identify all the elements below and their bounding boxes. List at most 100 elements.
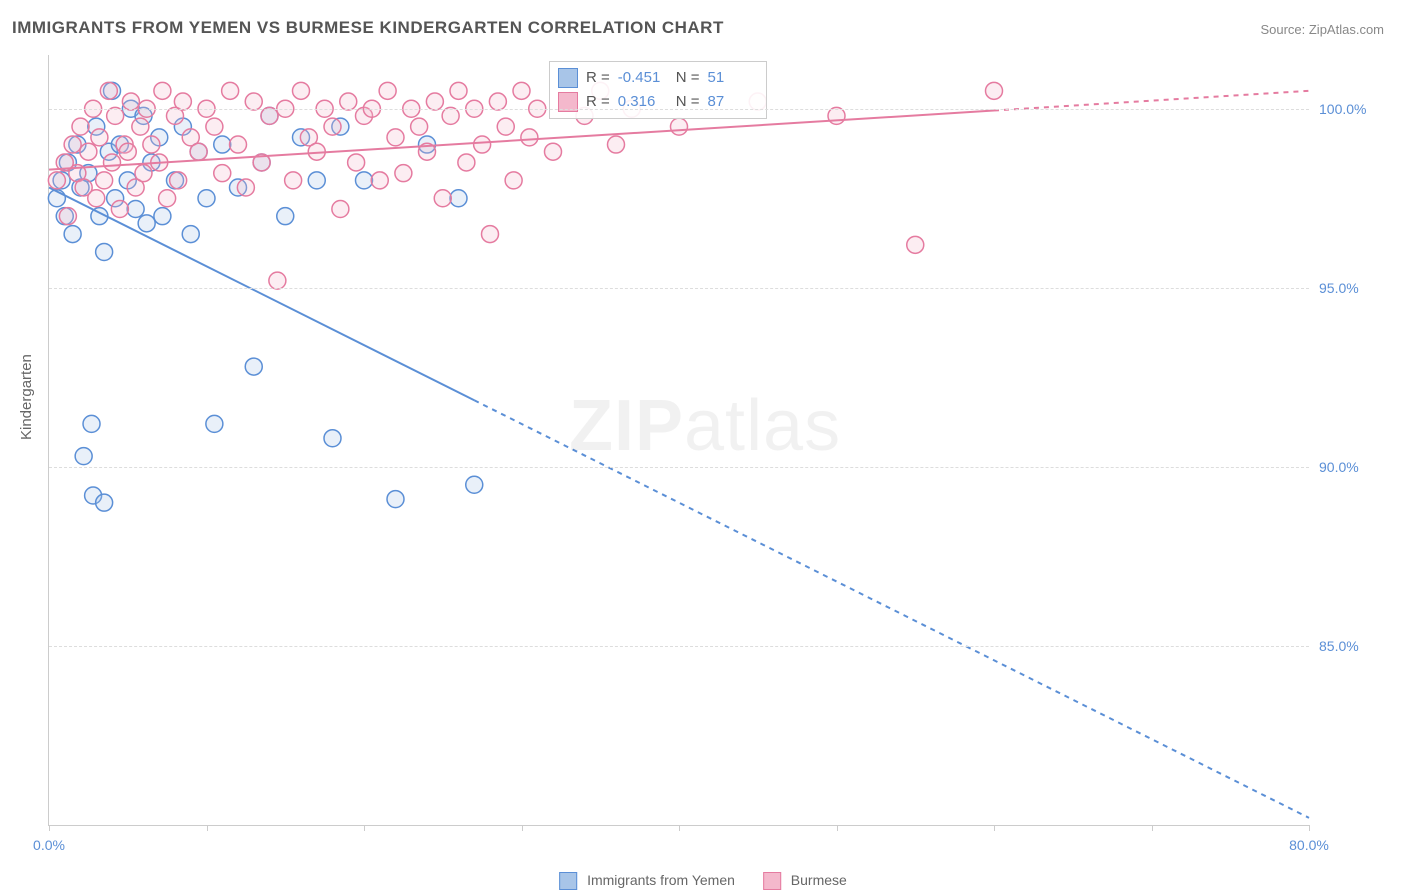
y-tick-label: 90.0% bbox=[1319, 459, 1389, 475]
legend-label-burmese: Burmese bbox=[791, 872, 847, 888]
regression-line-dashed bbox=[994, 91, 1309, 111]
data-point bbox=[107, 107, 124, 124]
data-point bbox=[450, 190, 467, 207]
data-point bbox=[83, 415, 100, 432]
gridline bbox=[49, 467, 1309, 468]
data-point bbox=[379, 82, 396, 99]
x-tick-mark bbox=[522, 825, 523, 831]
x-tick-label: 0.0% bbox=[33, 837, 65, 853]
data-point bbox=[442, 107, 459, 124]
data-point bbox=[154, 82, 171, 99]
x-tick-mark bbox=[837, 825, 838, 831]
data-point bbox=[261, 107, 278, 124]
y-tick-label: 95.0% bbox=[1319, 280, 1389, 296]
data-point bbox=[277, 208, 294, 225]
data-point bbox=[182, 226, 199, 243]
data-point bbox=[505, 172, 522, 189]
data-point bbox=[340, 93, 357, 110]
data-point bbox=[489, 93, 506, 110]
data-point bbox=[91, 129, 108, 146]
x-tick-mark bbox=[49, 825, 50, 831]
data-point bbox=[285, 172, 302, 189]
data-point bbox=[324, 430, 341, 447]
data-point bbox=[100, 82, 117, 99]
legend-swatch-yemen bbox=[559, 872, 577, 890]
r-value-burmese: 0.316 bbox=[618, 90, 668, 114]
x-tick-label: 80.0% bbox=[1289, 837, 1329, 853]
data-point bbox=[245, 93, 262, 110]
data-point bbox=[348, 154, 365, 171]
legend-label-yemen: Immigrants from Yemen bbox=[587, 872, 735, 888]
data-point bbox=[127, 201, 144, 218]
data-point bbox=[907, 236, 924, 253]
data-point bbox=[206, 415, 223, 432]
data-point bbox=[80, 143, 97, 160]
data-point bbox=[214, 136, 231, 153]
gridline bbox=[49, 109, 1309, 110]
data-point bbox=[458, 154, 475, 171]
y-axis-label: Kindergarten bbox=[18, 354, 35, 440]
data-point bbox=[293, 82, 310, 99]
data-point bbox=[434, 190, 451, 207]
data-point bbox=[132, 118, 149, 135]
data-point bbox=[214, 165, 231, 182]
data-point bbox=[332, 201, 349, 218]
n-label: N = bbox=[676, 66, 700, 90]
legend-item-burmese: Burmese bbox=[763, 872, 847, 890]
data-point bbox=[170, 172, 187, 189]
legend-item-yemen: Immigrants from Yemen bbox=[559, 872, 735, 890]
data-point bbox=[59, 208, 76, 225]
data-point bbox=[371, 172, 388, 189]
data-point bbox=[671, 118, 688, 135]
data-point bbox=[356, 172, 373, 189]
data-point bbox=[545, 143, 562, 160]
chart-svg bbox=[49, 55, 1309, 825]
r-label: R = bbox=[586, 90, 610, 114]
data-point bbox=[482, 226, 499, 243]
data-point bbox=[474, 136, 491, 153]
legend-bottom: Immigrants from Yemen Burmese bbox=[559, 872, 847, 890]
data-point bbox=[206, 118, 223, 135]
data-point bbox=[88, 190, 105, 207]
data-point bbox=[387, 491, 404, 508]
data-point bbox=[411, 118, 428, 135]
x-tick-mark bbox=[364, 825, 365, 831]
data-point bbox=[75, 448, 92, 465]
data-point bbox=[96, 172, 113, 189]
stats-row-burmese: R = 0.316 N = 87 bbox=[558, 90, 758, 114]
stats-swatch-yemen bbox=[558, 68, 578, 88]
regression-line-dashed bbox=[474, 400, 1309, 818]
data-point bbox=[513, 82, 530, 99]
data-point bbox=[395, 165, 412, 182]
source-attribution: Source: ZipAtlas.com bbox=[1260, 22, 1384, 37]
data-point bbox=[174, 93, 191, 110]
data-point bbox=[237, 179, 254, 196]
data-point bbox=[104, 154, 121, 171]
data-point bbox=[521, 129, 538, 146]
data-point bbox=[308, 172, 325, 189]
data-point bbox=[159, 190, 176, 207]
y-tick-label: 85.0% bbox=[1319, 638, 1389, 654]
data-point bbox=[450, 82, 467, 99]
data-point bbox=[96, 494, 113, 511]
r-label: R = bbox=[586, 66, 610, 90]
data-point bbox=[608, 136, 625, 153]
data-point bbox=[986, 82, 1003, 99]
data-point bbox=[222, 82, 239, 99]
data-point bbox=[48, 172, 65, 189]
n-value-burmese: 87 bbox=[708, 90, 758, 114]
data-point bbox=[122, 93, 139, 110]
chart-title: IMMIGRANTS FROM YEMEN VS BURMESE KINDERG… bbox=[12, 18, 724, 38]
data-point bbox=[324, 118, 341, 135]
data-point bbox=[64, 136, 81, 153]
n-label: N = bbox=[676, 90, 700, 114]
data-point bbox=[111, 201, 128, 218]
data-point bbox=[72, 118, 89, 135]
x-tick-mark bbox=[207, 825, 208, 831]
data-point bbox=[96, 243, 113, 260]
data-point bbox=[269, 272, 286, 289]
gridline bbox=[49, 646, 1309, 647]
x-tick-mark bbox=[1309, 825, 1310, 831]
r-value-yemen: -0.451 bbox=[618, 66, 668, 90]
plot-area: ZIPatlas R = -0.451 N = 51 R = 0.316 N =… bbox=[48, 55, 1309, 826]
